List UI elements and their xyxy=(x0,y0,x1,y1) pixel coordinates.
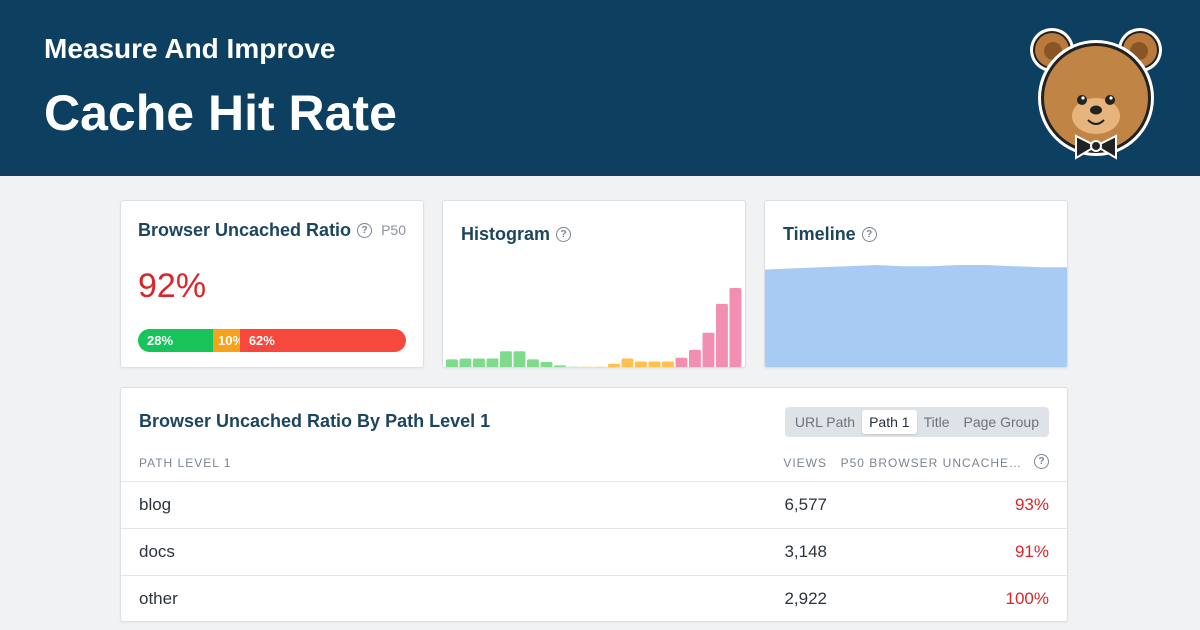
histogram-bar[interactable] xyxy=(635,361,647,369)
histogram-bar[interactable] xyxy=(608,363,620,368)
histogram-bar[interactable] xyxy=(473,358,485,369)
column-header-views[interactable]: Views xyxy=(783,456,827,470)
histogram-bar[interactable] xyxy=(500,351,512,368)
cell-ratio: 100% xyxy=(1005,589,1049,608)
cell-ratio: 93% xyxy=(1014,495,1049,514)
ratio-by-path-card: Browser Uncached Ratio By Path Level 1 U… xyxy=(120,387,1068,622)
table-row[interactable]: docs 3,148 91% xyxy=(121,528,1067,575)
histogram-bar[interactable] xyxy=(513,351,526,368)
ratio-card-title: Browser Uncached Ratio ? xyxy=(138,220,373,241)
browser-uncached-ratio-card: Browser Uncached Ratio ? P50 92% 28% 10%… xyxy=(120,200,424,368)
help-icon[interactable]: ? xyxy=(1034,454,1049,469)
timeline-card-title: Timeline ? xyxy=(783,224,877,245)
cell-views: 6,577 xyxy=(784,495,827,514)
table-card-title: Browser Uncached Ratio By Path Level 1 xyxy=(139,411,491,431)
histogram-bar[interactable] xyxy=(689,349,701,368)
table-row[interactable]: other 2,922 100% xyxy=(121,575,1067,622)
tab-url-path[interactable]: URL Path xyxy=(794,414,856,430)
distribution-segment-good[interactable]: 28% xyxy=(138,329,214,352)
cell-path: other xyxy=(139,589,178,608)
column-header-path[interactable]: Path Level 1 xyxy=(139,456,232,470)
cell-path: docs xyxy=(139,542,175,561)
histogram-bar[interactable] xyxy=(554,365,566,368)
timeline-chart[interactable] xyxy=(765,201,1068,368)
cell-ratio: 91% xyxy=(1014,542,1049,561)
bear-with-bowtie-icon xyxy=(1030,28,1162,160)
timeline-area[interactable] xyxy=(765,265,1068,368)
histogram-bar[interactable] xyxy=(486,358,499,369)
histogram-bar[interactable] xyxy=(567,366,580,368)
histogram-bar[interactable] xyxy=(459,358,472,369)
dimension-tabs: URL Path Path 1 Title Page Group xyxy=(784,407,1049,437)
cell-path: blog xyxy=(139,495,172,514)
tab-page-group[interactable]: Page Group xyxy=(963,414,1040,430)
histogram-card-title: Histogram ? xyxy=(461,224,572,245)
histogram-bar[interactable] xyxy=(716,303,728,368)
help-icon[interactable]: ? xyxy=(556,227,572,242)
timeline-card: Timeline ? xyxy=(764,200,1068,368)
histogram-bar[interactable] xyxy=(581,366,593,368)
segment-label: 10% xyxy=(218,333,240,348)
histogram-bar[interactable] xyxy=(446,359,458,368)
histogram-bar[interactable] xyxy=(675,357,688,368)
cell-views: 3,148 xyxy=(784,542,827,561)
segment-label: 62% xyxy=(248,333,275,348)
histogram-bar[interactable] xyxy=(662,361,674,369)
histogram-bar[interactable] xyxy=(540,362,553,368)
ratio-card-title-text: Browser Uncached Ratio xyxy=(138,220,352,240)
histogram-bar[interactable] xyxy=(621,358,634,369)
timeline-card-title-text: Timeline xyxy=(783,224,856,244)
segment-label: 28% xyxy=(147,333,174,348)
column-header-ratio[interactable]: P50 Browser Uncache… xyxy=(840,456,1022,470)
table-row[interactable]: blog 6,577 93% xyxy=(121,481,1067,528)
tab-path-1[interactable]: Path 1 xyxy=(862,410,917,434)
histogram-card-title-text: Histogram xyxy=(461,224,551,244)
ratio-value: 92% xyxy=(138,267,207,305)
cell-views: 2,922 xyxy=(784,589,827,608)
hero-title: Cache Hit Rate xyxy=(44,85,397,141)
help-icon[interactable]: ? xyxy=(861,227,877,242)
histogram-bar[interactable] xyxy=(729,288,742,368)
histogram-chart[interactable] xyxy=(443,201,746,368)
hero-banner: Measure And Improve Cache Hit Rate xyxy=(0,0,1200,176)
distribution-segment-poor[interactable]: 62% xyxy=(239,329,406,352)
histogram-bar[interactable] xyxy=(702,332,715,368)
histogram-bar[interactable] xyxy=(527,359,539,368)
distribution-bar: 28% 10% 62% xyxy=(138,329,406,352)
histogram-bar[interactable] xyxy=(648,361,661,369)
tab-title[interactable]: Title xyxy=(923,414,950,430)
histogram-bar[interactable] xyxy=(594,366,607,368)
help-icon[interactable]: ? xyxy=(357,223,373,238)
distribution-segment-needs-improvement[interactable]: 10% xyxy=(213,329,240,352)
histogram-card: Histogram ? xyxy=(442,200,746,368)
hero-subtitle: Measure And Improve xyxy=(44,33,336,64)
percentile-label: P50 xyxy=(381,222,406,238)
